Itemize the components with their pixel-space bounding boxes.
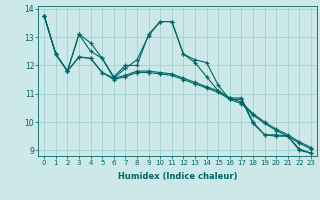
X-axis label: Humidex (Indice chaleur): Humidex (Indice chaleur) (118, 172, 237, 181)
